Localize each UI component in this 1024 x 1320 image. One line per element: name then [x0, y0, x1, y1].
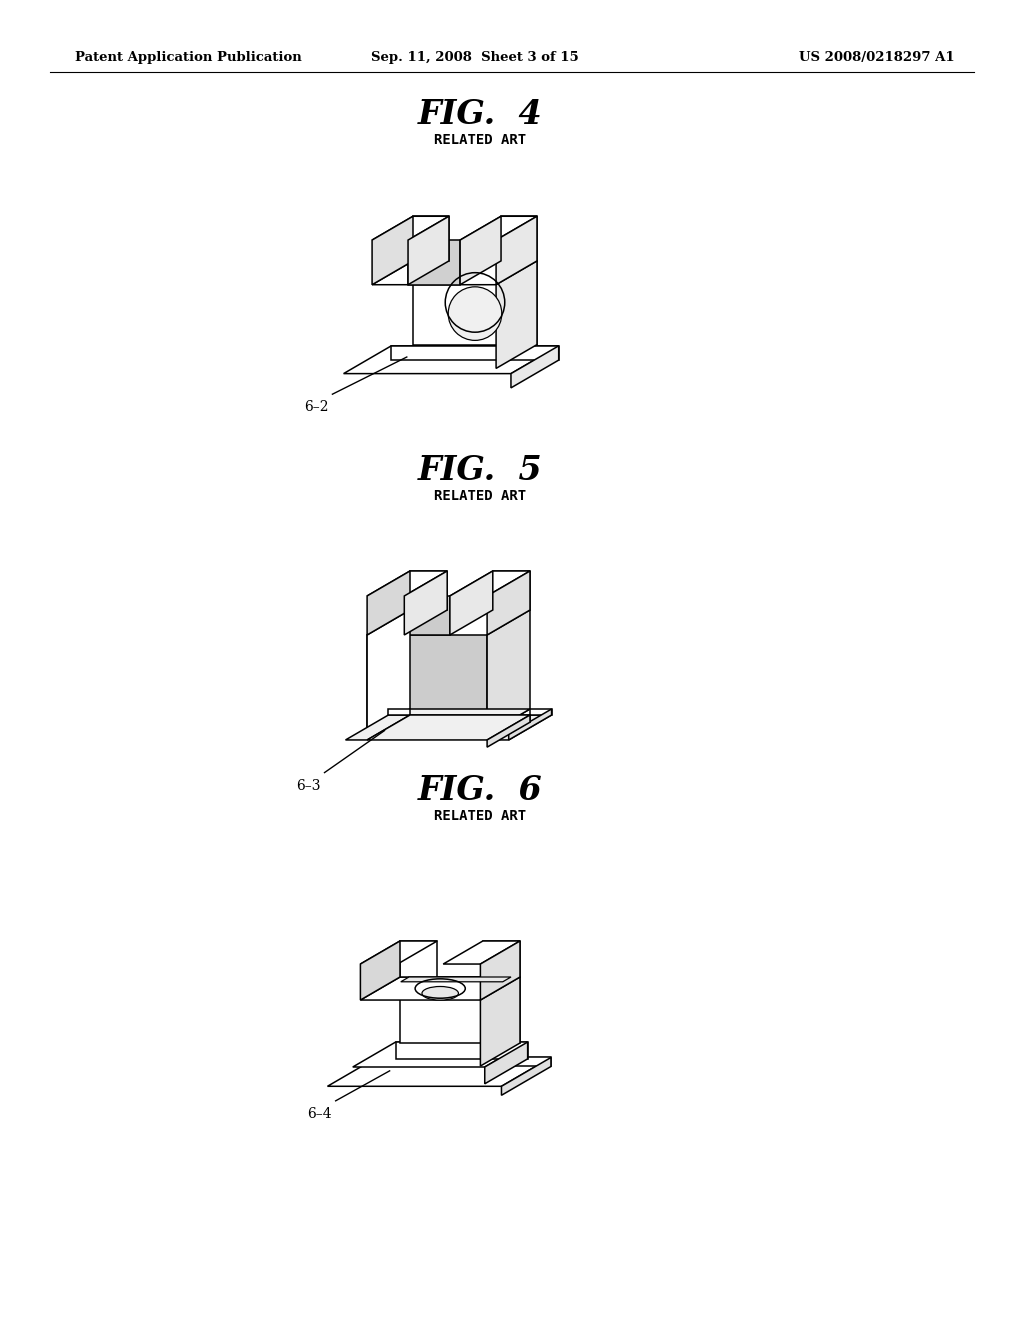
Polygon shape — [443, 941, 520, 964]
Polygon shape — [482, 941, 520, 977]
Polygon shape — [413, 261, 537, 345]
Polygon shape — [484, 1041, 527, 1084]
Polygon shape — [410, 572, 447, 610]
Polygon shape — [367, 572, 410, 635]
Polygon shape — [487, 572, 530, 635]
Polygon shape — [391, 346, 559, 360]
Polygon shape — [367, 610, 410, 734]
Polygon shape — [360, 941, 400, 1001]
Ellipse shape — [422, 986, 459, 1001]
Polygon shape — [496, 216, 537, 285]
Polygon shape — [480, 977, 520, 1067]
Polygon shape — [496, 261, 537, 368]
Polygon shape — [377, 1057, 551, 1067]
Text: RELATED ART: RELATED ART — [434, 488, 526, 503]
Polygon shape — [367, 715, 530, 741]
Polygon shape — [372, 216, 449, 240]
Polygon shape — [400, 941, 437, 977]
Text: FIG.  4: FIG. 4 — [418, 99, 543, 132]
Polygon shape — [509, 709, 552, 741]
Polygon shape — [352, 1041, 527, 1067]
Polygon shape — [395, 1041, 527, 1059]
Polygon shape — [487, 610, 530, 734]
Polygon shape — [493, 572, 530, 610]
Polygon shape — [410, 715, 530, 722]
Polygon shape — [501, 216, 537, 261]
Polygon shape — [413, 216, 449, 261]
Text: RELATED ART: RELATED ART — [434, 133, 526, 147]
Polygon shape — [388, 709, 410, 715]
Text: FIG.  5: FIG. 5 — [418, 454, 543, 487]
Polygon shape — [511, 346, 559, 388]
Polygon shape — [404, 595, 450, 635]
Polygon shape — [404, 572, 447, 635]
Polygon shape — [460, 216, 537, 240]
Polygon shape — [367, 709, 530, 734]
Polygon shape — [530, 709, 552, 715]
Ellipse shape — [449, 286, 502, 341]
Polygon shape — [450, 572, 530, 595]
Polygon shape — [460, 216, 501, 285]
Polygon shape — [408, 240, 460, 285]
Polygon shape — [408, 216, 449, 285]
Polygon shape — [372, 216, 413, 285]
Text: US 2008/0218297 A1: US 2008/0218297 A1 — [800, 51, 955, 65]
Polygon shape — [328, 1057, 551, 1086]
Polygon shape — [367, 572, 447, 595]
Polygon shape — [502, 1057, 551, 1096]
Text: 6–3: 6–3 — [296, 779, 321, 792]
Text: Patent Application Publication: Patent Application Publication — [75, 51, 302, 65]
Polygon shape — [480, 941, 520, 1001]
Polygon shape — [372, 261, 537, 285]
Text: RELATED ART: RELATED ART — [434, 809, 526, 822]
Text: 6–2: 6–2 — [304, 400, 329, 414]
Text: 6–4: 6–4 — [307, 1107, 332, 1121]
Polygon shape — [345, 715, 410, 741]
Polygon shape — [487, 715, 552, 741]
Polygon shape — [367, 635, 487, 734]
Polygon shape — [450, 572, 493, 635]
Polygon shape — [360, 941, 437, 964]
Polygon shape — [360, 977, 520, 1001]
Polygon shape — [400, 977, 511, 982]
Polygon shape — [487, 715, 530, 747]
Polygon shape — [400, 977, 520, 1043]
Text: FIG.  6: FIG. 6 — [418, 774, 543, 807]
Text: Sep. 11, 2008  Sheet 3 of 15: Sep. 11, 2008 Sheet 3 of 15 — [371, 51, 579, 65]
Polygon shape — [344, 346, 559, 374]
